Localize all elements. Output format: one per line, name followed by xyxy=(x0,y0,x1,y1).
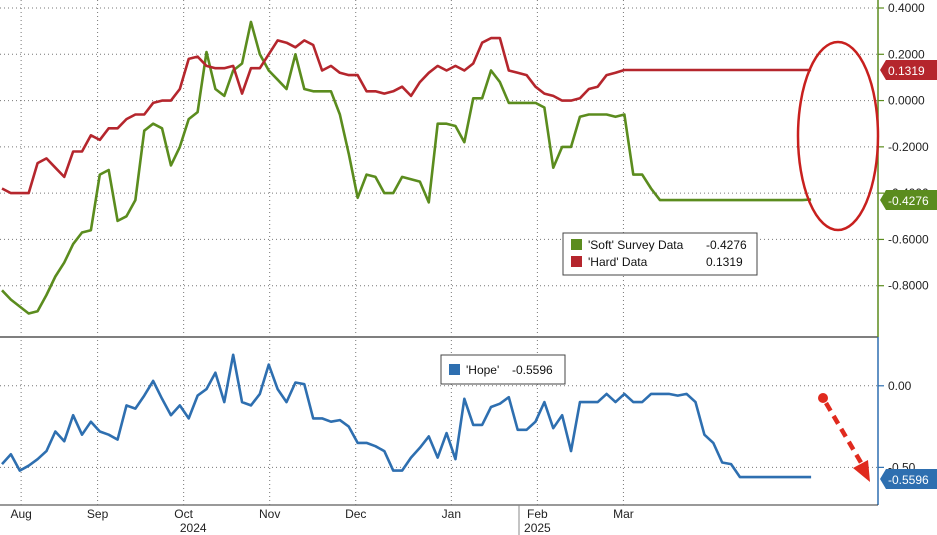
arrow-shaft xyxy=(824,401,865,468)
badge-shape-hard xyxy=(880,60,937,80)
badge-shape-soft xyxy=(880,190,937,210)
arrow-head xyxy=(853,460,870,482)
y-tick-label-bottom-0: 0.00 xyxy=(888,379,912,393)
series-line-bottom-0 xyxy=(1,353,812,479)
last-value-badge-hope: -0.5596 xyxy=(880,469,937,489)
legend-label-soft: 'Soft' Survey Data xyxy=(588,238,684,252)
x-tick-label-nov: Nov xyxy=(259,507,280,521)
badge-shape-hope xyxy=(880,469,937,489)
last-value-badge-hard: 0.1319 xyxy=(880,60,937,80)
legend-label-hope: 'Hope' xyxy=(466,363,499,377)
legend-value-hope: -0.5596 xyxy=(512,363,553,377)
last-value-badge-soft: -0.4276 xyxy=(880,190,937,210)
legend-swatch-hard xyxy=(571,256,582,267)
highlight-circle xyxy=(796,40,880,232)
y-tick-label-top-2: 0.0000 xyxy=(888,94,925,108)
y-tick-label-top-1: 0.2000 xyxy=(888,47,925,61)
top-legend: 'Soft' Survey Data -0.4276 'Hard' Data 0… xyxy=(562,232,758,276)
series-line-top-1 xyxy=(1,36,812,195)
legend-swatch-hope xyxy=(449,364,460,375)
x-tick-label-oct: Oct xyxy=(174,507,193,521)
x-tick-label-aug: Aug xyxy=(10,507,31,521)
arrow-start-dot xyxy=(818,393,828,403)
y-tick-label-top-0: 0.4000 xyxy=(888,1,925,15)
bottom-legend: 'Hope' -0.5596 xyxy=(440,354,566,385)
downtrend-arrow xyxy=(818,393,870,482)
legend-value-soft: -0.4276 xyxy=(706,238,747,252)
y-tick-label-top-5: -0.6000 xyxy=(888,232,929,246)
x-year-label-2024: 2024 xyxy=(180,521,207,535)
legend-swatch-soft xyxy=(571,239,582,250)
y-tick-label-top-3: -0.2000 xyxy=(888,140,929,154)
x-tick-label-feb: Feb xyxy=(527,507,548,521)
x-tick-label-sep: Sep xyxy=(87,507,109,521)
legend-value-hard: 0.1319 xyxy=(706,255,743,269)
x-tick-label-dec: Dec xyxy=(345,507,366,521)
badge-text-hope: -0.5596 xyxy=(888,473,929,487)
x-year-label-2025: 2025 xyxy=(524,521,551,535)
x-tick-label-mar: Mar xyxy=(613,507,634,521)
series-lines xyxy=(1,20,812,479)
series-line-top-0 xyxy=(1,20,812,315)
badge-text-hard: 0.1319 xyxy=(888,64,925,78)
badge-text-soft: -0.4276 xyxy=(888,194,929,208)
top-legend-box xyxy=(562,232,758,276)
bottom-legend-box xyxy=(440,354,566,385)
x-tick-label-jan: Jan xyxy=(442,507,461,521)
legend-label-hard: 'Hard' Data xyxy=(588,255,648,269)
axis-labels: Aug Sep Oct Nov Dec Jan Feb Mar 2024 2025 0.4000 0.… xyxy=(10,1,929,535)
y-tick-label-top-6: -0.8000 xyxy=(888,279,929,293)
